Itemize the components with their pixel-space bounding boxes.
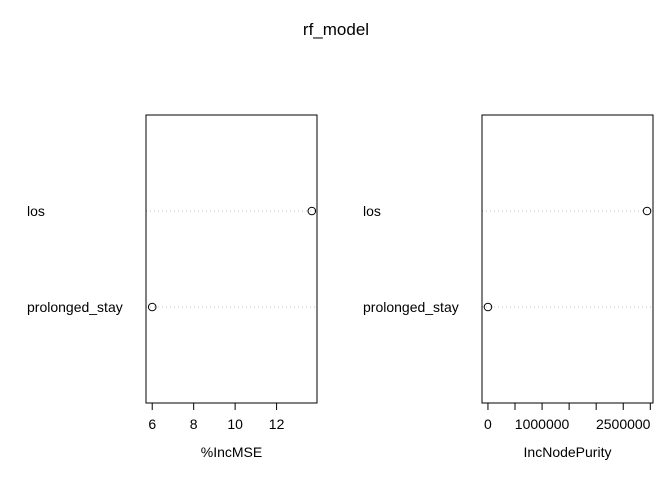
category-label: prolonged_stay — [27, 299, 123, 315]
category-label: prolonged_stay — [363, 299, 459, 315]
plot-frame — [481, 114, 654, 404]
x-tick-label: 10 — [227, 416, 243, 432]
panel-2: los prolonged_stay 0 1000000 2500000 IncNodeP… — [363, 114, 654, 460]
x-tick-label: 12 — [269, 416, 285, 432]
category-label: los — [363, 203, 381, 219]
chart-title: rf_model — [303, 20, 369, 39]
data-point — [147, 302, 157, 312]
data-point — [307, 206, 317, 216]
data-point — [483, 302, 493, 312]
x-axis-title: IncNodePurity — [524, 444, 612, 460]
x-tick-label: 1000000 — [515, 416, 570, 432]
plot-frame — [145, 114, 318, 404]
panel-1: los prolonged_stay 6 8 10 12 %IncMSE — [27, 114, 318, 460]
x-tick-label: 6 — [148, 416, 156, 432]
category-label: los — [27, 203, 45, 219]
data-point — [642, 206, 652, 216]
x-tick-label: 0 — [484, 416, 492, 432]
x-axis-title: %IncMSE — [201, 444, 262, 460]
x-tick-label: 2500000 — [596, 416, 651, 432]
x-tick-label: 8 — [190, 416, 198, 432]
